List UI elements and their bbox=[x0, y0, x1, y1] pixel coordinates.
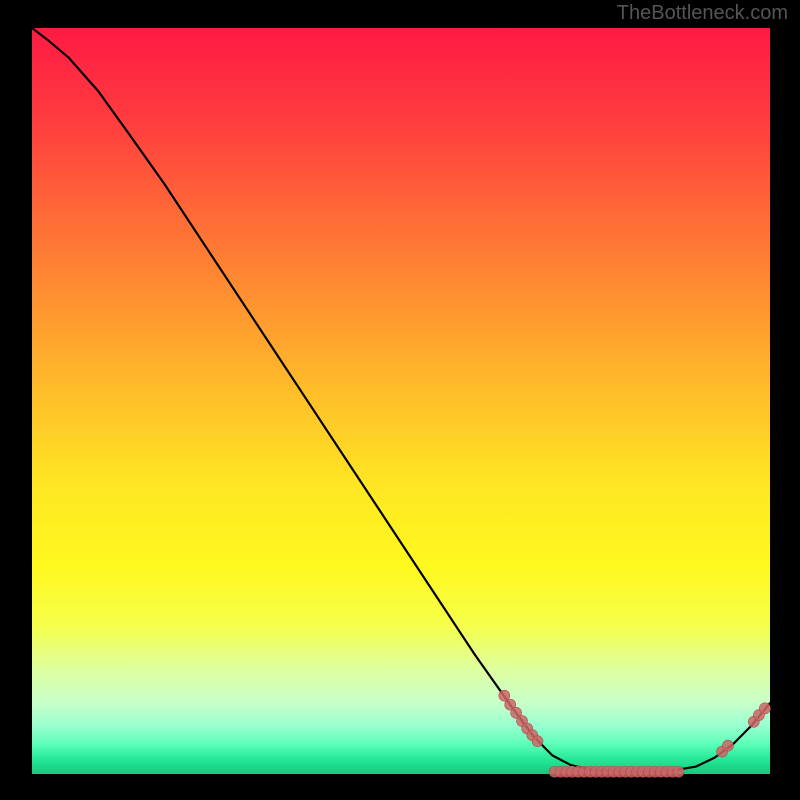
plot-background bbox=[32, 28, 770, 774]
data-marker bbox=[673, 766, 684, 777]
bottleneck-chart bbox=[0, 0, 800, 800]
data-marker bbox=[532, 736, 543, 747]
chart-container: { "watermark": "TheBottleneck.com", "can… bbox=[0, 0, 800, 800]
data-marker bbox=[759, 703, 770, 714]
data-marker bbox=[722, 740, 733, 751]
watermark-text: TheBottleneck.com bbox=[617, 2, 788, 25]
